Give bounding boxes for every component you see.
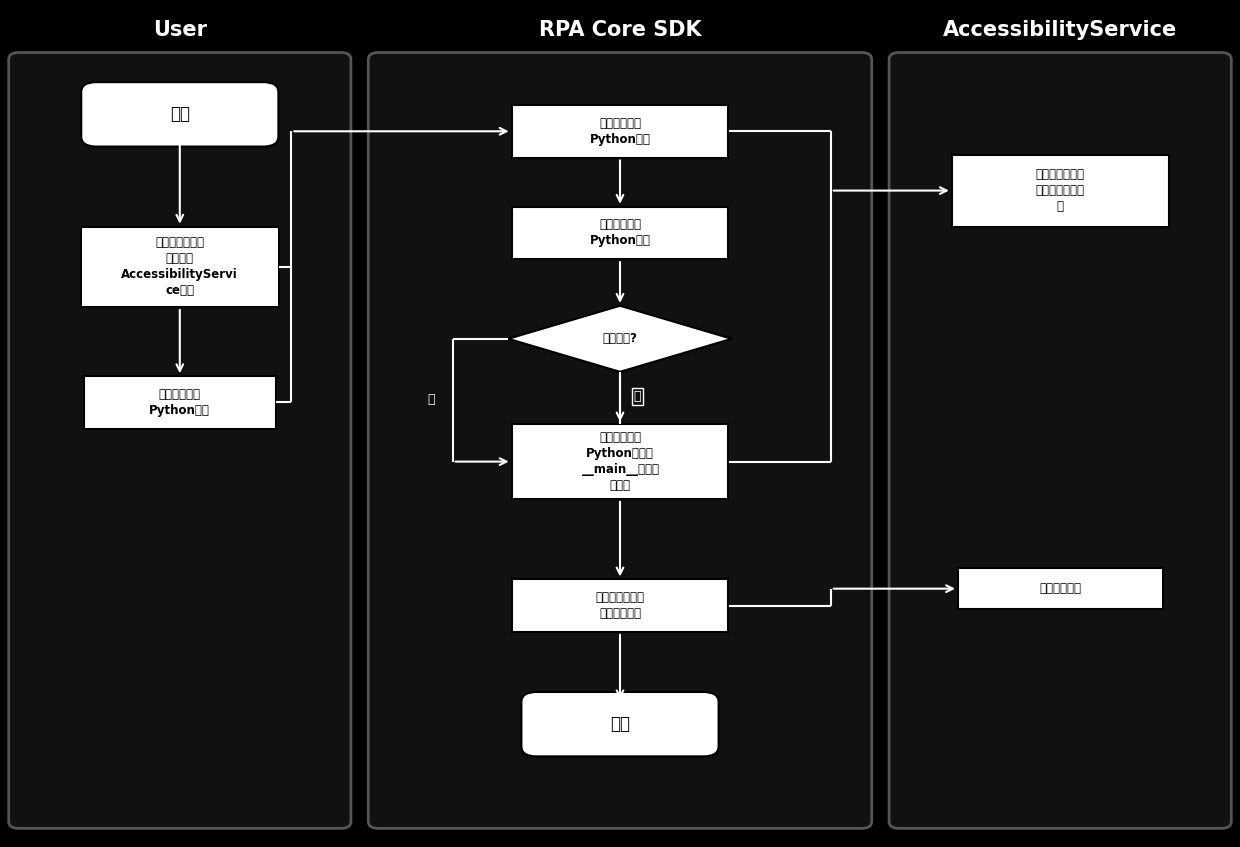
- Text: 步骤七：执行结
束，释放资源: 步骤七：执行结 束，释放资源: [595, 591, 645, 620]
- Text: 否: 否: [428, 393, 435, 407]
- Text: User: User: [153, 19, 207, 40]
- Text: 步骤六：响应脚
本，开始操作手
机: 步骤六：响应脚 本，开始操作手 机: [1035, 168, 1085, 213]
- FancyBboxPatch shape: [81, 82, 278, 147]
- Text: 步骤二：产生
Python脚本: 步骤二：产生 Python脚本: [149, 388, 211, 417]
- Text: 通过检查?: 通过检查?: [603, 332, 637, 346]
- Text: 开始: 开始: [170, 105, 190, 124]
- FancyBboxPatch shape: [511, 207, 728, 259]
- Polygon shape: [508, 306, 732, 372]
- Text: AccessibilityService: AccessibilityService: [944, 19, 1177, 40]
- FancyBboxPatch shape: [889, 53, 1231, 828]
- FancyBboxPatch shape: [511, 424, 728, 499]
- Text: 回调执行结果: 回调执行结果: [1039, 582, 1081, 595]
- FancyBboxPatch shape: [83, 376, 275, 429]
- FancyBboxPatch shape: [952, 154, 1168, 227]
- Text: 步骤三：加载
Python脚本: 步骤三：加载 Python脚本: [589, 117, 651, 146]
- Text: 步骤五：调用
Python脚本的
__main__方法开
始执行: 步骤五：调用 Python脚本的 __main__方法开 始执行: [582, 431, 658, 492]
- Text: 是: 是: [634, 390, 641, 403]
- Text: 结束: 结束: [610, 715, 630, 734]
- FancyBboxPatch shape: [511, 579, 728, 632]
- FancyBboxPatch shape: [521, 692, 719, 756]
- FancyBboxPatch shape: [957, 568, 1163, 609]
- Text: 步骤四：检查
Python脚本: 步骤四：检查 Python脚本: [589, 219, 651, 247]
- FancyBboxPatch shape: [511, 105, 728, 158]
- FancyBboxPatch shape: [81, 227, 279, 307]
- FancyBboxPatch shape: [368, 53, 872, 828]
- Text: RPA Core SDK: RPA Core SDK: [538, 19, 702, 40]
- FancyBboxPatch shape: [9, 53, 351, 828]
- Text: 步骤一：打开安
卓手机的
AccessibilityServi
ce功能: 步骤一：打开安 卓手机的 AccessibilityServi ce功能: [122, 236, 238, 297]
